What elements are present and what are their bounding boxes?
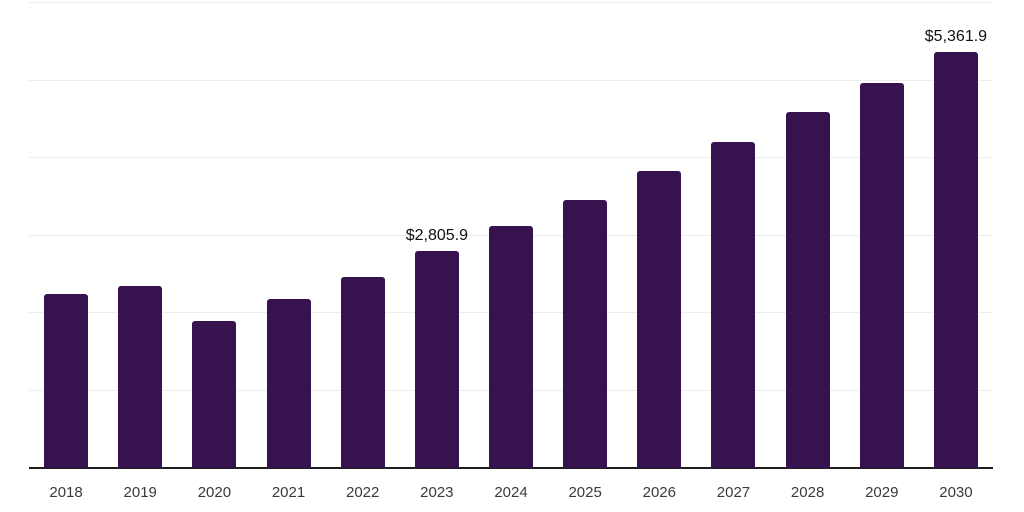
bar-2025 (563, 199, 608, 468)
data-label-2023: $2,805.9 (405, 226, 468, 244)
bar-2030 (933, 52, 978, 468)
x-tick-2022: 2022 (346, 484, 380, 501)
bar-2023 (414, 250, 459, 468)
x-tick-2027: 2027 (716, 484, 751, 501)
bar-2020 (192, 320, 237, 468)
x-tick-2019: 2019 (123, 484, 157, 501)
data-label-2030: $5,361.9 (924, 28, 988, 46)
bar-2026 (637, 171, 682, 468)
x-tick-2023: 2023 (420, 484, 454, 501)
gridline-6000 (29, 2, 993, 3)
bar-2027 (711, 142, 756, 468)
x-tick-2030: 2030 (939, 484, 973, 501)
bar-2021 (266, 298, 311, 468)
x-tick-2021: 2021 (271, 484, 306, 501)
bar-2024 (489, 225, 533, 468)
gridline-4000 (29, 157, 993, 158)
bar-2019 (118, 285, 163, 468)
bar-2018 (44, 294, 89, 468)
x-tick-2026: 2026 (642, 484, 676, 501)
bar-2029 (859, 83, 904, 468)
plot-area: $2,805.9 $5,361.9 (29, 2, 993, 469)
x-tick-2024: 2024 (494, 484, 528, 501)
bar-2022 (340, 276, 385, 468)
gridline-5000 (29, 79, 993, 81)
x-tick-2020: 2020 (197, 484, 232, 501)
bar-2028 (785, 112, 830, 468)
x-tick-2018: 2018 (49, 484, 83, 501)
x-tick-2029: 2029 (865, 484, 899, 501)
x-tick-2025: 2025 (568, 484, 602, 501)
x-axis-line (29, 467, 993, 469)
x-tick-2028: 2028 (790, 484, 825, 501)
